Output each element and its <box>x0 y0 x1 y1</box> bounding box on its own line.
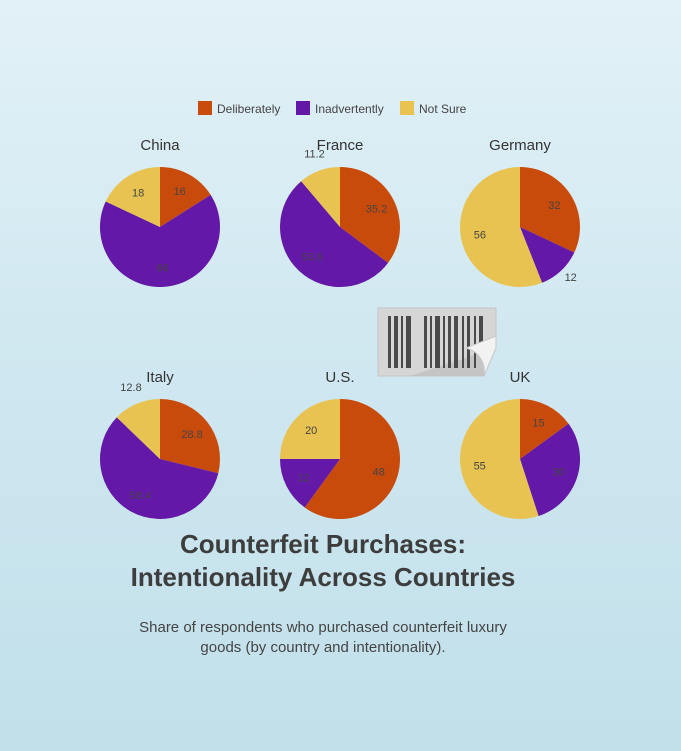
pie-label-france-inadvertently: 53.6 <box>301 252 322 264</box>
pie-label-china-not-sure: 18 <box>132 188 144 200</box>
pie-label-uk-inadvertently: 30 <box>553 467 565 479</box>
chart-title-line2: Intentionality Across Countries <box>130 562 516 592</box>
pie-label-uk-not-sure: 55 <box>474 460 486 472</box>
pie-label-italy-inadvertently: 58.4 <box>130 490 151 502</box>
barcode-sticker-icon <box>377 307 497 377</box>
pie-slice-france-deliberately <box>340 167 400 263</box>
pie-slice-uk-inadvertently <box>520 423 580 517</box>
pie-slice-u-s-deliberately <box>304 399 400 520</box>
pie-france: France 35.2 53.6 11.2 <box>279 137 400 288</box>
pie-china: China 16 66 18 <box>99 137 220 287</box>
pie-slice-u-s-not-sure <box>280 399 340 459</box>
pie-grid: China 16 66 18 France 35.2 53.6 11.2 Germany 32 12… <box>99 137 581 520</box>
pie-title-italy: Italy <box>146 369 174 386</box>
pie-label-uk-deliberately: 15 <box>532 418 544 430</box>
pie-label-u-s-deliberately: 48 <box>373 467 385 479</box>
pie-label-u-s-inadvertently: 12 <box>297 473 309 485</box>
chart-title: Counterfeit Purchases: Intentionality Ac… <box>0 528 646 594</box>
legend: Deliberately Inadvertently Not Sure <box>198 101 467 116</box>
pie-label-france-deliberately: 35.2 <box>366 204 387 216</box>
chart-subtitle: Share of respondents who purchased count… <box>0 618 646 658</box>
pie-slice-germany-not-sure <box>460 167 543 288</box>
legend-item-not-sure: Not Sure <box>400 101 467 116</box>
pie-slice-china-deliberately <box>160 167 211 227</box>
pie-slice-china-not-sure <box>105 167 160 227</box>
pie-slice-germany-inadvertently <box>520 227 575 283</box>
legend-item-deliberately: Deliberately <box>198 101 280 116</box>
pie-uk: UK 15 30 55 <box>459 369 580 519</box>
pie-slice-uk-not-sure <box>459 399 539 519</box>
pie-italy: Italy 28.8 58.4 12.8 <box>100 369 221 519</box>
chart-subtitle-line1: Share of respondents who purchased count… <box>139 619 507 636</box>
legend-label-inadvertently: Inadvertently <box>315 102 384 116</box>
pie-slice-china-inadvertently <box>99 194 220 287</box>
pie-title-uk: UK <box>510 369 531 386</box>
pie-germany: Germany 32 12 56 <box>460 137 581 288</box>
pie-slice-france-not-sure <box>301 167 340 227</box>
pie-label-china-deliberately: 16 <box>174 186 186 198</box>
chart-title-line1: Counterfeit Purchases: <box>179 529 467 559</box>
legend-label-deliberately: Deliberately <box>217 102 280 116</box>
legend-item-inadvertently: Inadvertently <box>296 101 384 116</box>
pie-u-s: U.S. 48 12 20 <box>279 369 400 520</box>
pie-slice-uk-deliberately <box>520 399 569 459</box>
pie-slice-italy-inadvertently <box>100 417 219 519</box>
pie-label-italy-deliberately: 28.8 <box>181 429 202 441</box>
legend-swatch-not-sure <box>400 101 414 115</box>
pie-title-u-s: U.S. <box>325 369 354 386</box>
pie-label-germany-not-sure: 56 <box>474 230 486 242</box>
legend-swatch-deliberately <box>198 101 212 115</box>
pie-label-china-inadvertently: 66 <box>156 263 168 275</box>
pie-title-china: China <box>140 137 180 154</box>
legend-label-not-sure: Not Sure <box>419 102 467 116</box>
pie-slice-germany-deliberately <box>520 167 581 253</box>
pie-title-france: France <box>317 137 364 154</box>
chart-subtitle-line2: goods (by country and intentionality). <box>200 639 446 656</box>
pie-label-germany-inadvertently: 12 <box>565 272 577 284</box>
pie-slice-italy-deliberately <box>160 399 221 474</box>
pie-label-france-not-sure: 11.2 <box>304 149 325 161</box>
pie-label-germany-deliberately: 32 <box>548 200 560 212</box>
pie-slice-u-s-inadvertently <box>279 459 340 508</box>
legend-swatch-inadvertently <box>296 101 310 115</box>
pie-slice-france-inadvertently <box>279 181 389 288</box>
pie-label-u-s-not-sure: 20 <box>305 425 317 437</box>
pie-label-italy-not-sure: 12.8 <box>120 382 141 394</box>
pie-slice-italy-not-sure <box>116 399 160 459</box>
pie-title-germany: Germany <box>489 137 551 154</box>
